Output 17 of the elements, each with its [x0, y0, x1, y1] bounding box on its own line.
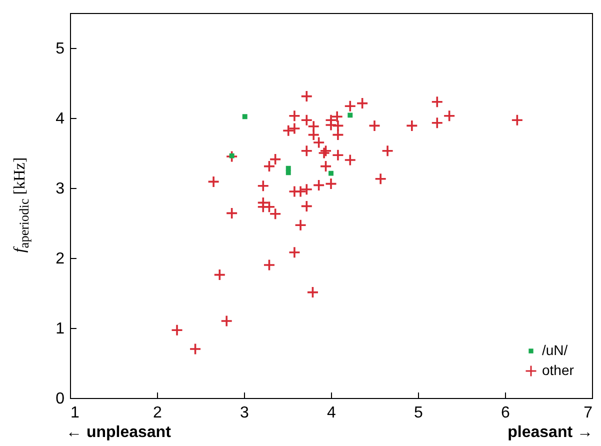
x-tick-label: 3: [240, 404, 250, 422]
x-tick-label: 4: [327, 404, 336, 422]
x-tick-label: 2: [153, 404, 162, 422]
x-tick-label: 6: [501, 404, 510, 422]
y-tick-label: 3: [56, 180, 65, 198]
y-tick-label: 4: [56, 110, 65, 128]
y-tick-label: 0: [56, 390, 65, 408]
y-tick-label: 2: [56, 250, 65, 268]
y-tick-label: 1: [56, 320, 65, 338]
y-tick-label: 5: [56, 40, 65, 58]
x-tick-label: 1: [70, 404, 80, 422]
text: pleasant →: [508, 424, 593, 442]
legend-label: other: [542, 362, 574, 378]
legend-label: /uN/: [542, 342, 568, 358]
x-tick-label: 5: [414, 404, 424, 422]
x-tick-label: 7: [584, 404, 593, 422]
text: ← unpleasant: [66, 424, 171, 442]
